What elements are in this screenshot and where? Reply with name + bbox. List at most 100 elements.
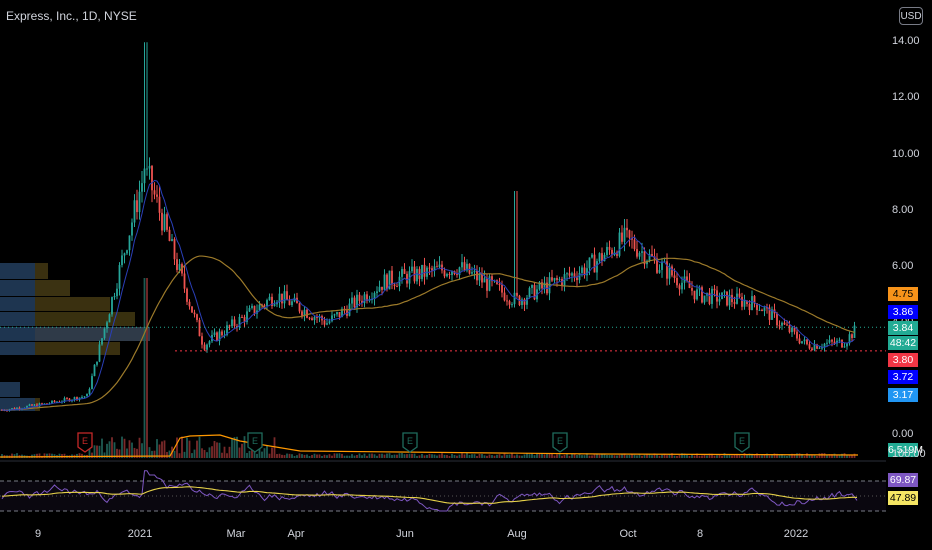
earnings-marker-shape [552, 432, 568, 453]
volume-bar [298, 453, 301, 458]
candle-body [688, 280, 691, 289]
volume-bar [543, 454, 546, 458]
candle-body [241, 316, 243, 318]
volume-bar [98, 445, 101, 458]
candle-body [816, 344, 818, 349]
price-tick: 8.00 [892, 203, 914, 216]
volume-bar [421, 453, 423, 458]
volume-bar [78, 453, 81, 458]
earnings-marker: E [734, 432, 750, 453]
candle-body [193, 312, 196, 315]
candle-body [443, 270, 446, 277]
volume-bar [366, 455, 368, 458]
volume-bar [838, 455, 841, 458]
candle-body [693, 290, 696, 300]
candle-body [341, 308, 343, 318]
volume-bar [136, 448, 138, 458]
rsi-pane [0, 460, 886, 512]
candle-body [461, 262, 463, 268]
candle-body [288, 299, 291, 306]
volume-bar [536, 453, 538, 458]
candle-body [36, 404, 38, 407]
candle-body [208, 341, 211, 345]
earnings-marker: E [77, 432, 93, 453]
volume-bar [263, 448, 266, 458]
price-tick: 10.00 [892, 147, 920, 160]
candle-body [51, 400, 53, 404]
volume-bar [438, 454, 441, 458]
currency-button[interactable]: USD [899, 7, 923, 25]
volume-bar [186, 437, 188, 458]
volume-bar [676, 455, 678, 458]
price-tag: 3.80 [888, 353, 918, 367]
volume-bar [498, 454, 501, 458]
volume-bar [741, 455, 743, 458]
candle-body [618, 232, 621, 256]
candle-body [758, 309, 761, 311]
volume-bar [63, 453, 66, 458]
price-tag: 3.86 [888, 305, 918, 319]
volume-bar [518, 455, 521, 458]
volume-bar [621, 454, 623, 458]
rsi-value-tag: 69.87 [888, 473, 918, 487]
candle-body [431, 268, 433, 271]
candle-body [186, 288, 188, 302]
candle-body [28, 404, 31, 406]
candle-body [336, 312, 338, 315]
volume-bar [548, 453, 551, 458]
candle-body [626, 227, 628, 231]
candle-body [796, 331, 798, 339]
candle-body [543, 282, 546, 289]
candle-body [416, 268, 418, 282]
volume-bar [478, 454, 481, 458]
volume-bar [506, 454, 508, 458]
candle-body [508, 301, 511, 305]
volume-bar [756, 453, 758, 458]
candle-body [741, 296, 743, 307]
candle-body [248, 308, 251, 312]
volume-bar [193, 449, 196, 458]
volume-bar [368, 453, 371, 458]
candle-body [471, 272, 473, 274]
volume-bar [488, 454, 491, 458]
candle-body [333, 314, 336, 316]
candle-body [541, 282, 543, 289]
volume-bar [358, 453, 361, 458]
volume-bar [236, 436, 238, 458]
candle-body [231, 319, 233, 327]
volume-bar [528, 454, 531, 458]
candle-body [206, 344, 208, 350]
candle-body [673, 275, 676, 279]
candle-body [433, 266, 436, 271]
candle-body [668, 266, 671, 279]
volume-bar [503, 453, 506, 458]
volume-bar [818, 453, 821, 458]
volume-bar [48, 453, 51, 458]
candle-body [571, 273, 573, 276]
volume-bar [156, 439, 158, 458]
candle-body [478, 274, 481, 281]
volume-bar [323, 454, 326, 458]
candle-body [41, 403, 43, 405]
candle-body [436, 266, 438, 268]
volume-bar [688, 455, 691, 458]
candle-body [88, 388, 91, 394]
candle-body [411, 266, 413, 272]
candle-body [176, 259, 178, 270]
candle-body [98, 344, 101, 362]
volume-bar [813, 455, 816, 458]
volume-bar [428, 453, 431, 458]
volume-bar [636, 455, 638, 458]
candle-body [251, 305, 253, 309]
candle-body [516, 292, 518, 296]
candle-body [631, 237, 633, 240]
volume-bar [396, 454, 398, 458]
volume-profile-row-va [0, 327, 35, 341]
volume-bar [663, 453, 666, 458]
volume-bar [58, 453, 61, 458]
volume-bar [93, 445, 96, 458]
volume-profile-row-va [0, 342, 35, 355]
volume-bar [851, 455, 853, 458]
volume-bar [273, 437, 276, 458]
